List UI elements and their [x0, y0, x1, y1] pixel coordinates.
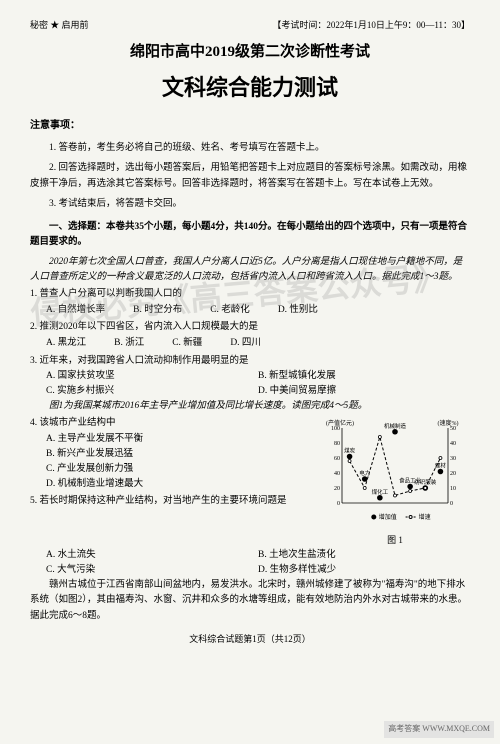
passage-3: 赣州古城位于江西省南部山间盆地内，易发洪水。北宋时，赣州城修建了被称为"福寿沟"… — [30, 578, 470, 624]
q5-opt-a: A. 水土流失 — [46, 548, 258, 563]
q3-opt-d: D. 中美间贸易摩擦 — [258, 384, 470, 399]
svg-text:60: 60 — [334, 456, 340, 462]
page-footer: 文科综合试题第1页（共12页） — [30, 632, 470, 646]
svg-text:煤化工: 煤化工 — [372, 488, 389, 496]
q2-opt-d: D. 四川 — [230, 336, 261, 351]
svg-text:0: 0 — [337, 501, 340, 507]
q3-opt-b: B. 新型城镇化发展 — [258, 369, 470, 384]
secret-label: 秘密 ★ 启用前 — [30, 18, 89, 32]
exam-title-2: 文科综合能力测试 — [30, 70, 470, 105]
q3-opt-a: A. 国家扶贫攻坚 — [46, 369, 258, 384]
notice-3: 3. 考试结束后，将答题卡交回。 — [30, 196, 470, 212]
exam-title-1: 绵阳市高中2019级第二次诊断性考试 — [30, 40, 470, 64]
svg-text:增加值: 增加值 — [379, 513, 397, 521]
q3-opt-c: C. 实施乡村振兴 — [46, 384, 258, 399]
chart-caption: 图 1 — [320, 533, 470, 547]
svg-text:20: 20 — [450, 471, 456, 477]
q1-stem: 1. 普查人户分离可以判断我国人口的 — [30, 287, 470, 302]
svg-text:0: 0 — [450, 501, 453, 507]
q4-opt-d: D. 机械制造业增速最大 — [46, 477, 312, 492]
q4-opt-a: A. 主导产业发展不平衡 — [46, 432, 312, 447]
q5-opt-c: C. 大气污染 — [46, 563, 258, 578]
q2-opt-a: A. 黑龙江 — [46, 336, 86, 351]
svg-text:电力: 电力 — [359, 469, 370, 477]
q1-opt-c: C. 老龄化 — [210, 303, 250, 318]
passage-2: 图1为我国某城市2016年主导产业增加值及同比增长速度。读图完成4～5题。 — [30, 399, 470, 414]
notice-label: 注意事项： — [30, 118, 470, 134]
q3-stem: 3. 近年来，对我国跨省人口流动抑制作用最明显的是 — [30, 354, 470, 369]
notice-2: 2. 回答选择题时，选出每小题答案后，用铅笔把答题卡上对应题目的答案标号涂黑。如… — [30, 160, 470, 192]
chart-svg: 10080604020050403020100(产值亿元)(速度%)煤炭电力煤化… — [320, 416, 470, 531]
svg-text:20: 20 — [334, 486, 340, 492]
svg-text:煤炭: 煤炭 — [344, 447, 356, 455]
svg-text:增速: 增速 — [419, 513, 431, 521]
q1-opt-a: A. 自然增长率 — [46, 303, 105, 318]
svg-text:纺织服装: 纺织服装 — [414, 478, 437, 486]
q5-stem: 5. 若长时期保持这种产业结构，对当地产生的主要环境问题是 — [30, 494, 312, 509]
corner-watermark: 高考答案 WWW.MXQE.COM — [384, 721, 494, 738]
q2-opt-c: C. 新疆 — [172, 336, 202, 351]
q2-opt-b: B. 浙江 — [114, 336, 144, 351]
svg-text:机械制造: 机械制造 — [384, 422, 407, 430]
svg-text:(速度%): (速度%) — [438, 419, 459, 427]
q2-stem: 2. 推测2020年以下四省区，省内流入人口规模最大的是 — [30, 320, 470, 335]
svg-text:10: 10 — [450, 486, 456, 492]
q5-opt-d: D. 生物多样性减少 — [258, 563, 470, 578]
q1-opt-d: D. 性别比 — [278, 303, 318, 318]
svg-text:40: 40 — [334, 471, 340, 477]
q4-stem: 4. 该城市产业结构中 — [30, 416, 312, 431]
notice-1: 1. 答卷前，考生务必将自己的班级、姓名、考号填写在答题卡上。 — [30, 140, 470, 156]
svg-text:80: 80 — [334, 441, 340, 447]
svg-text:(产值亿元): (产值亿元) — [326, 419, 354, 427]
svg-text:30: 30 — [450, 456, 456, 462]
passage-1: 2020年第七次全国人口普查，我国人户分离人口近5亿。人户分离是指人口现住地与户… — [30, 255, 470, 285]
q5-opt-b: B. 土地次生盐渍化 — [258, 548, 470, 563]
svg-text:40: 40 — [450, 441, 456, 447]
chart-figure-1: 10080604020050403020100(产值亿元)(速度%)煤炭电力煤化… — [320, 416, 470, 531]
q4-opt-c: C. 产业发展创新力强 — [46, 462, 312, 477]
exam-time: 【考试时间：2022年1月10日上午9：00—11：30】 — [272, 18, 470, 32]
section-1-intro: 一、选择题：本卷共35个小题，每小题4分，共140分。在每小题给出的四个选项中，… — [30, 220, 470, 250]
q4-opt-b: B. 新兴产业发展迅猛 — [46, 447, 312, 462]
q1-opt-b: B. 时空分布 — [133, 303, 182, 318]
